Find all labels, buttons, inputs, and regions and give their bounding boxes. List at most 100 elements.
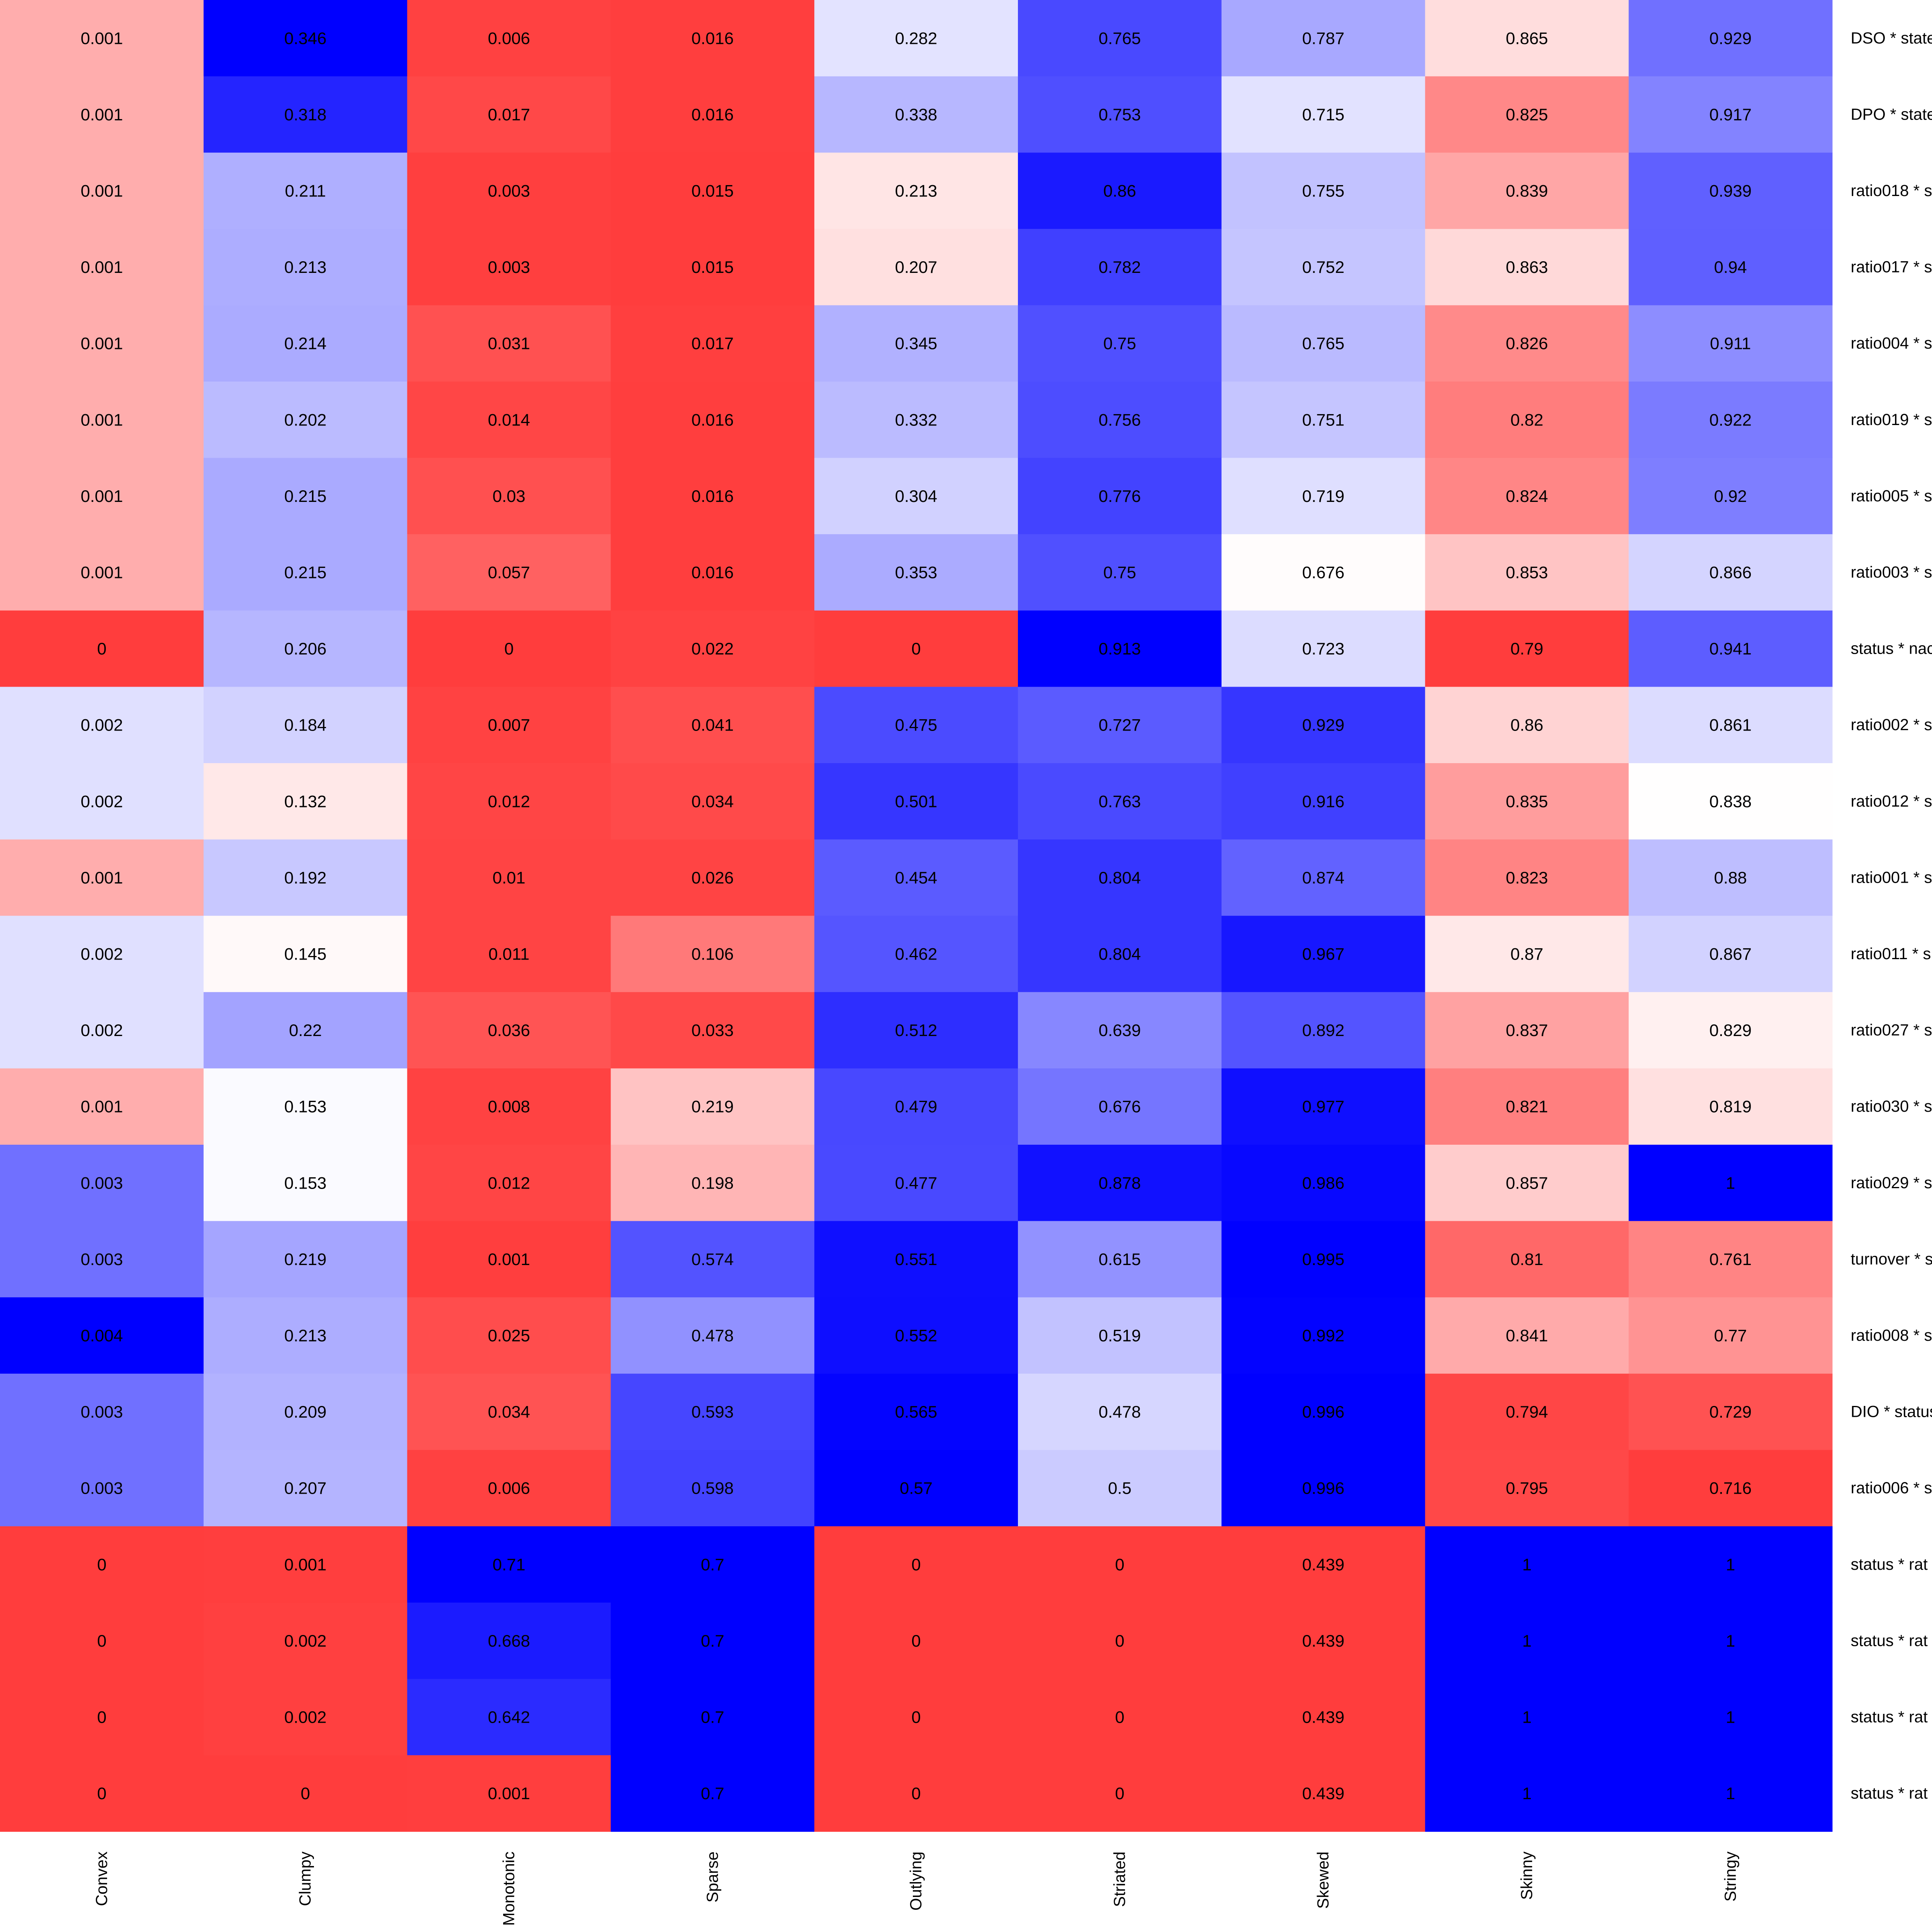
- heatmap-cell: [1629, 229, 1833, 305]
- cell-value-label: 0.454: [895, 868, 937, 887]
- cell-value-label: 0.026: [691, 868, 734, 887]
- cell-value-label: 0.033: [691, 1021, 734, 1040]
- cell-value-label: 0.002: [80, 945, 123, 964]
- heatmap-cell: [1629, 687, 1833, 764]
- cell-value-label: 0.002: [80, 792, 123, 811]
- cell-value-label: 0.86: [1103, 182, 1136, 200]
- cell-value-label: 0.639: [1098, 1021, 1141, 1040]
- row-label: ratio002 * s: [1851, 716, 1932, 734]
- cell-value-label: 0.7: [701, 1784, 724, 1803]
- heatmap-cell: [1221, 1068, 1426, 1145]
- heatmap-cell: [1221, 687, 1426, 764]
- cell-value-label: 0.002: [80, 1021, 123, 1040]
- heatmap-cell: [814, 458, 1018, 535]
- cell-value-label: 0.462: [895, 945, 937, 964]
- cell-value-label: 0.723: [1302, 639, 1344, 658]
- heatmap-cell: [1018, 610, 1222, 687]
- heatmap-cell: [203, 0, 408, 77]
- heatmap-cell: [1221, 1526, 1426, 1603]
- cell-value-label: 1: [1522, 1631, 1532, 1650]
- heatmap-cell: [1018, 382, 1222, 458]
- row-label: ratio030 * s: [1851, 1098, 1932, 1115]
- cell-value-label: 0.478: [1098, 1402, 1141, 1421]
- cell-value-label: 0.79: [1511, 639, 1544, 658]
- row-label: status * nac: [1851, 640, 1932, 658]
- cell-value-label: 0.036: [488, 1021, 530, 1040]
- cell-value-label: 0.878: [1098, 1173, 1141, 1192]
- cell-value-label: 0.838: [1709, 792, 1752, 811]
- heatmap-cell: [814, 1145, 1018, 1222]
- heatmap-cell: [0, 610, 204, 687]
- heatmap-cell: [1425, 305, 1629, 382]
- heatmap-cell: [407, 1602, 611, 1679]
- heatmap-cell: [814, 76, 1018, 153]
- heatmap-cell: [203, 1679, 408, 1756]
- row-label: ratio011 * s: [1851, 945, 1931, 963]
- cell-value-label: 0.017: [691, 334, 734, 353]
- heatmap-cell: [1221, 0, 1426, 77]
- heatmap-cell: [0, 1450, 204, 1527]
- cell-value-label: 0.192: [284, 868, 326, 887]
- cell-value-label: 0.198: [691, 1173, 734, 1192]
- heatmap-cell: [0, 1297, 204, 1374]
- heatmap-cell: [1629, 1679, 1833, 1756]
- cell-value-label: 0.207: [895, 258, 937, 277]
- heatmap-cell: [1221, 992, 1426, 1069]
- cell-value-label: 0.207: [284, 1479, 326, 1498]
- cell-value-label: 0.012: [488, 1173, 530, 1192]
- heatmap-cell: [1221, 1602, 1426, 1679]
- heatmap-cell: [407, 916, 611, 993]
- heatmap-cell: [1018, 0, 1222, 77]
- cell-value-label: 0.94: [1714, 258, 1747, 277]
- cell-value-label: 1: [1522, 1555, 1532, 1574]
- row-label: ratio006 * s: [1851, 1479, 1932, 1497]
- heatmap-cell: [203, 1145, 408, 1222]
- row-label: status * rat: [1851, 1556, 1928, 1573]
- cell-value-label: 0.015: [691, 258, 734, 277]
- cell-value-label: 0.439: [1302, 1708, 1344, 1727]
- row-label: ratio017 * s: [1851, 258, 1932, 276]
- cell-value-label: 0.826: [1506, 334, 1548, 353]
- heatmap-cell: [1425, 1755, 1629, 1832]
- heatmap-cell: [611, 687, 815, 764]
- cell-value-label: 0.004: [80, 1326, 123, 1345]
- heatmap-cell: [0, 1755, 204, 1832]
- heatmap-cell: [1221, 1145, 1426, 1222]
- cell-value-label: 0.001: [80, 410, 123, 429]
- heatmap-cell: [1018, 1755, 1222, 1832]
- heatmap-cell: [407, 1068, 611, 1145]
- heatmap-cell: [407, 1679, 611, 1756]
- row-label: status * rat: [1851, 1708, 1928, 1726]
- heatmap-cell: [0, 305, 204, 382]
- cell-value-label: 0.439: [1302, 1631, 1344, 1650]
- cell-value-label: 0.863: [1506, 258, 1548, 277]
- row-label: ratio001 * s: [1851, 869, 1932, 886]
- cell-value-label: 1: [1522, 1708, 1532, 1727]
- heatmap-cell: [407, 687, 611, 764]
- heatmap-cell: [1629, 916, 1833, 993]
- cell-value-label: 0.22: [289, 1021, 322, 1040]
- heatmap-cell: [1018, 839, 1222, 916]
- heatmap-cell: [1425, 687, 1629, 764]
- cell-value-label: 0.642: [488, 1708, 530, 1727]
- cell-value-label: 0.841: [1506, 1326, 1548, 1345]
- heatmap-cell: [1018, 1221, 1222, 1298]
- heatmap-cell: [1425, 76, 1629, 153]
- cell-value-label: 0.996: [1302, 1479, 1344, 1498]
- heatmap-cell: [814, 1602, 1018, 1679]
- cell-value-label: 0.512: [895, 1021, 937, 1040]
- cell-value-label: 0.756: [1098, 410, 1141, 429]
- cell-value-label: 0: [911, 1708, 921, 1727]
- heatmap-cell: [203, 305, 408, 382]
- cell-value-label: 0.219: [284, 1250, 326, 1269]
- cell-value-label: 0.001: [80, 334, 123, 353]
- heatmap-cell: [203, 153, 408, 229]
- cell-value-label: 1: [1522, 1784, 1532, 1803]
- heatmap-cell: [407, 1526, 611, 1603]
- cell-value-label: 0.892: [1302, 1021, 1344, 1040]
- column-label: Outlying: [907, 1852, 925, 1911]
- heatmap-cell: [1425, 610, 1629, 687]
- heatmap-cell: [0, 1068, 204, 1145]
- cell-value-label: 0.867: [1709, 945, 1752, 964]
- heatmap-cell: [1629, 1145, 1833, 1222]
